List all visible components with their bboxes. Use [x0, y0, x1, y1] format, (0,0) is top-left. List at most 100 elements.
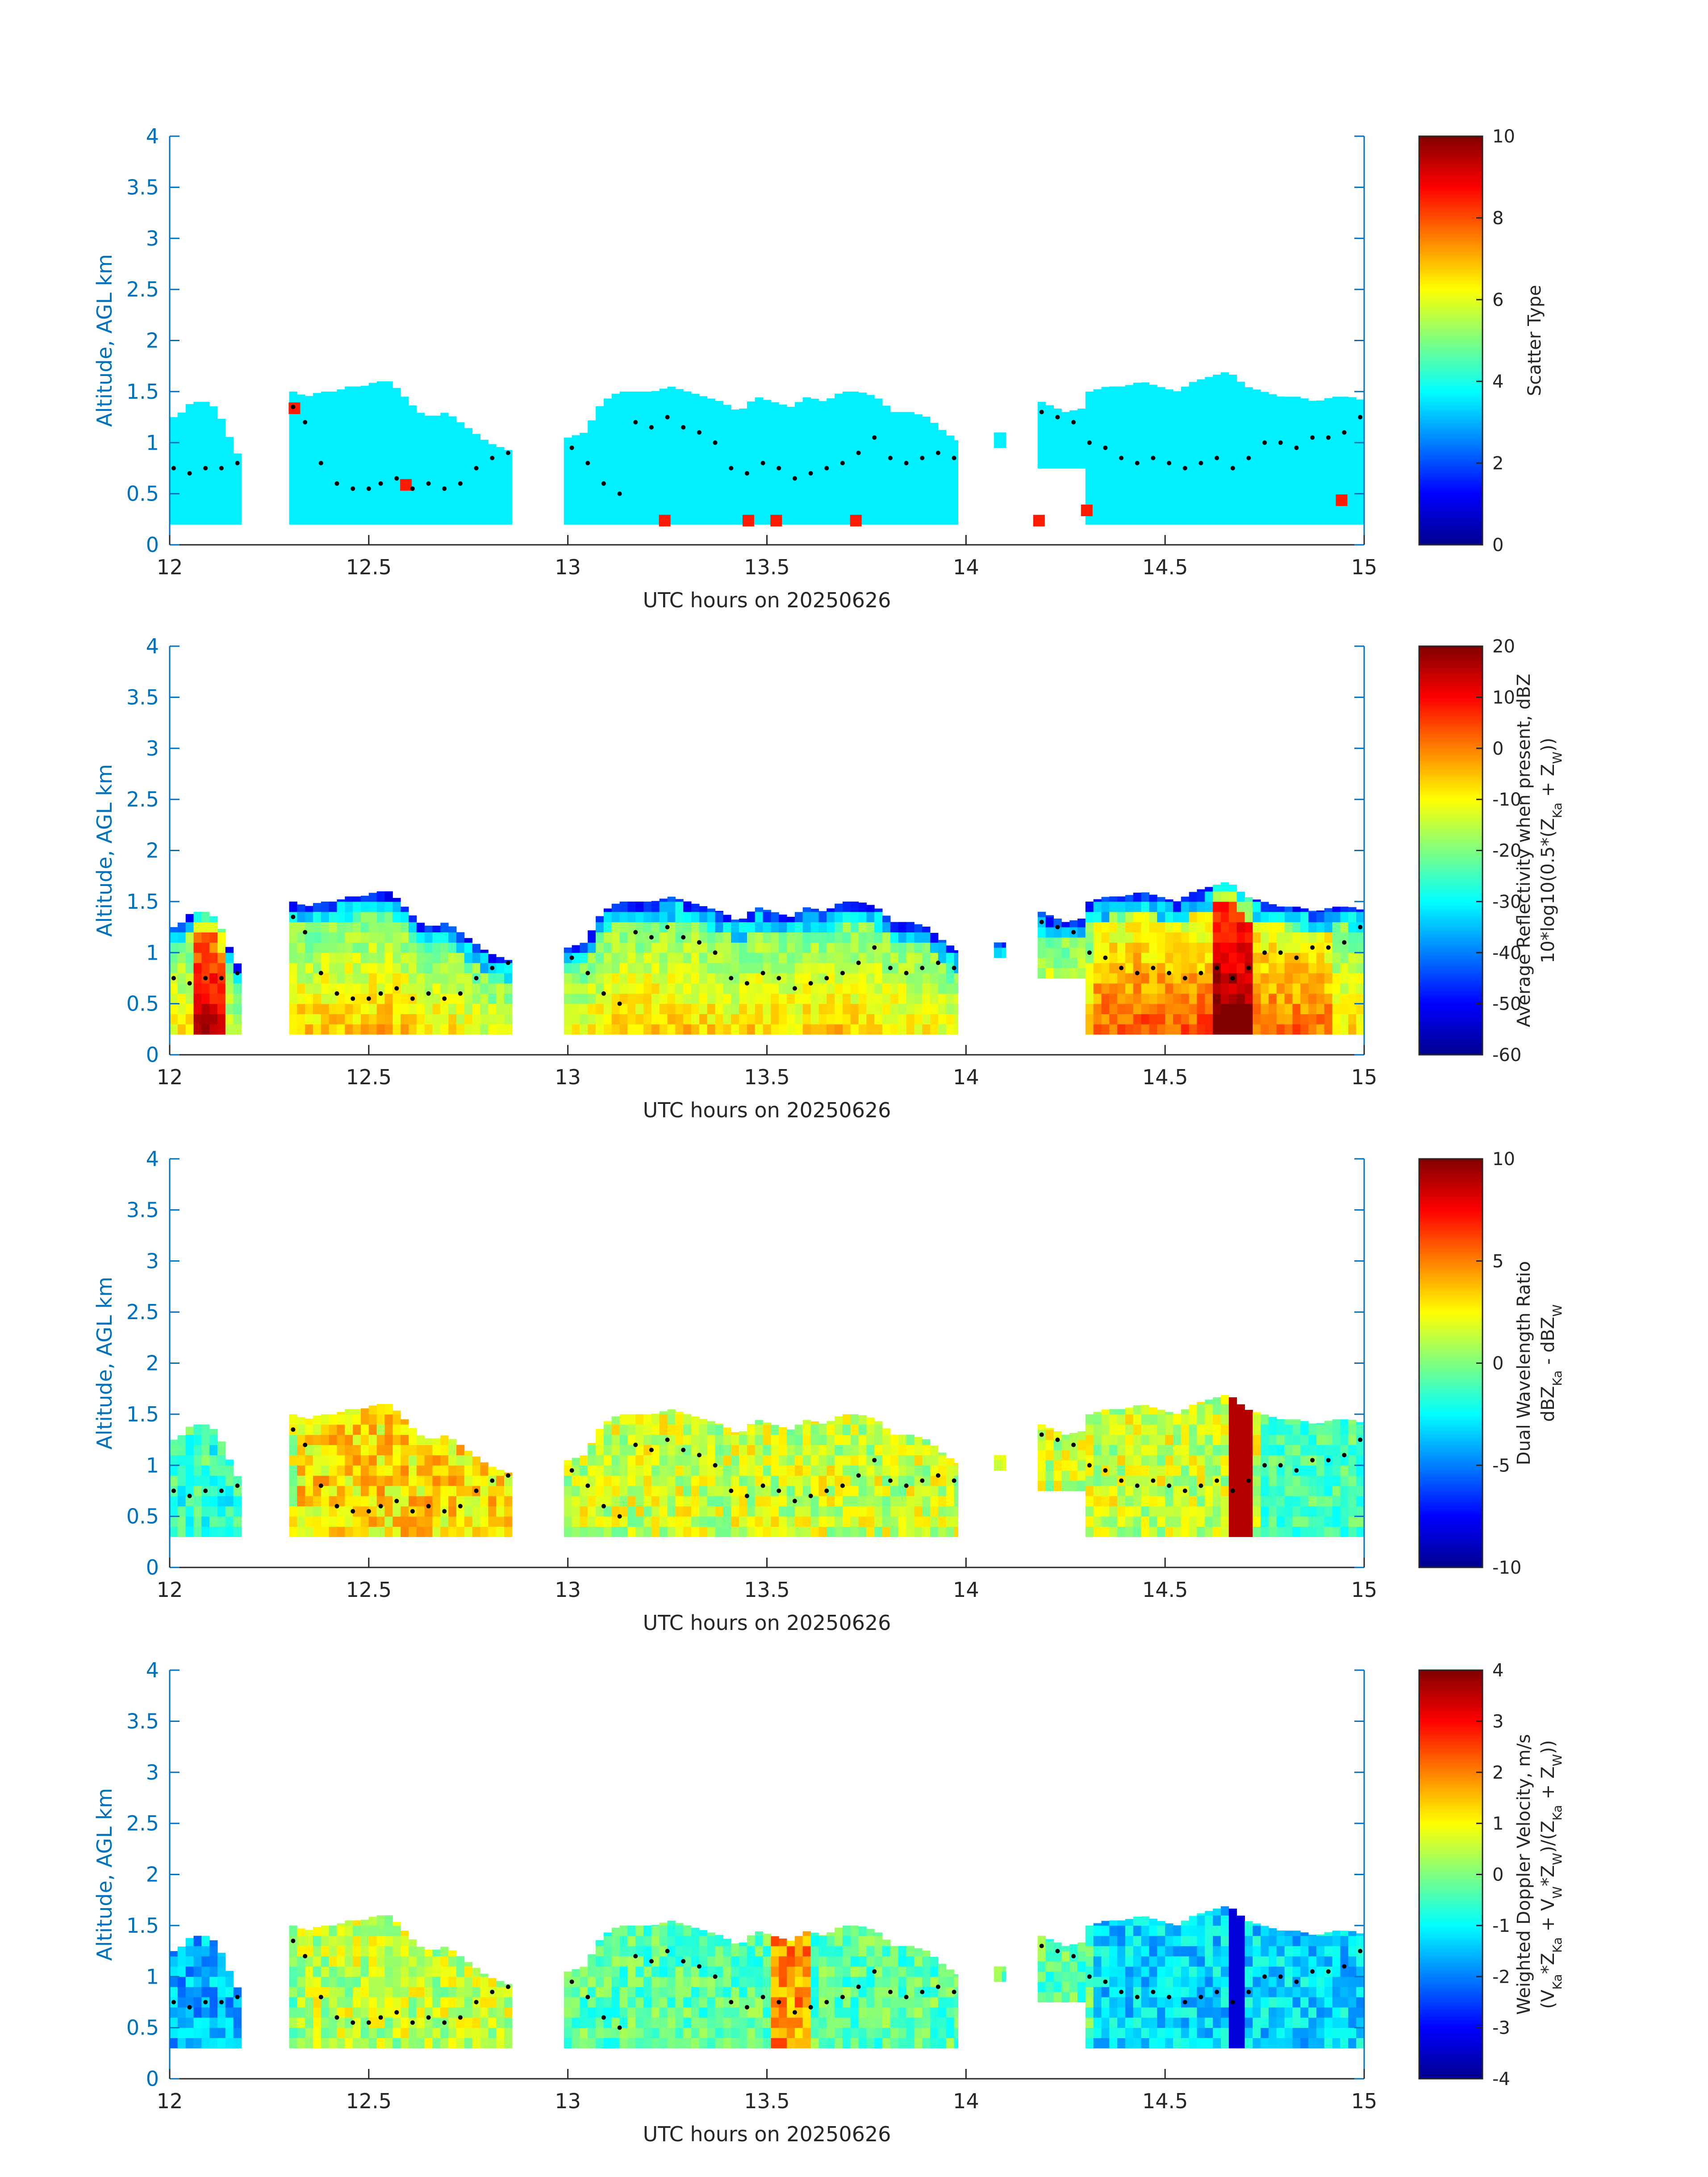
heatmap-cell [1157, 1486, 1165, 1496]
heatmap-cell [1340, 911, 1349, 923]
heatmap-cell [1117, 1516, 1126, 1527]
heatmap-cell [297, 1465, 305, 1476]
cloud-base-dot [744, 981, 749, 986]
heatmap-cell [1308, 1465, 1317, 1476]
heatmap-cell [691, 483, 700, 494]
heatmap-cell [683, 1414, 692, 1425]
x-tick-label: 12 [157, 1578, 183, 1602]
heatmap-cell [611, 432, 620, 443]
heatmap-cell [827, 1014, 835, 1024]
heatmap-cell [297, 504, 305, 514]
heatmap-cell [763, 453, 771, 464]
heatmap-cell [651, 493, 660, 504]
heatmap-cell [651, 514, 660, 525]
heatmap-cell [1324, 1506, 1333, 1517]
heatmap-cell [827, 942, 835, 953]
cloud-base-dot [952, 965, 956, 970]
heatmap-cell [416, 942, 425, 953]
heatmap-cell [588, 473, 596, 484]
heatmap-cell [603, 432, 612, 443]
heatmap-cell [170, 942, 178, 953]
heatmap-cell [596, 1429, 604, 1435]
heatmap-cell [384, 1414, 393, 1425]
heatmap-cell [580, 1014, 588, 1024]
heatmap-cell [1157, 483, 1165, 494]
heatmap-cell [611, 1486, 620, 1496]
heatmap-cell [747, 504, 756, 514]
heatmap-cell [755, 443, 763, 453]
heatmap-cell [588, 1516, 596, 1527]
heatmap-cell [882, 953, 891, 963]
heatmap-cell [675, 983, 684, 994]
heatmap-cell [922, 463, 931, 474]
heatmap-cell [635, 493, 644, 504]
heatmap-cell [691, 1486, 700, 1496]
heatmap-cell [771, 493, 779, 504]
heatmap-cell [488, 1024, 497, 1035]
heatmap-cell [464, 504, 473, 514]
heatmap-cell [209, 483, 218, 494]
cloud-base-dot [1103, 955, 1108, 960]
heatmap-cell [209, 1024, 218, 1035]
heatmap-cell [643, 1434, 652, 1445]
heatmap-cell [922, 1516, 931, 1527]
heatmap-cell [763, 1526, 771, 1537]
heatmap-cell [603, 922, 612, 932]
heatmap-cell [1149, 1424, 1157, 1435]
heatmap-cell [1189, 1414, 1197, 1425]
heatmap-cell [393, 1410, 401, 1415]
heatmap-cell [946, 514, 954, 525]
heatmap-cell [659, 963, 668, 974]
heatmap-cell [667, 443, 676, 453]
heatmap-cell [572, 983, 580, 994]
x-tick-label: 14.5 [1142, 1578, 1188, 1602]
heatmap-cell [763, 483, 771, 494]
heatmap-cell [1197, 1496, 1205, 1507]
heatmap-cell [1197, 514, 1205, 525]
heatmap-cell [1221, 483, 1229, 494]
heatmap-cell [715, 412, 723, 422]
heatmap-cell [337, 1475, 345, 1486]
heatmap-cell [938, 463, 947, 474]
heatmap-cell [1205, 401, 1213, 413]
heatmap-cell [651, 401, 660, 413]
heatmap-cell [313, 1024, 322, 1035]
heatmap-cell [368, 383, 377, 392]
heatmap-cell [667, 504, 676, 514]
heatmap-cell [1244, 1506, 1253, 1517]
heatmap-cell [1117, 493, 1126, 504]
heatmap-cell [747, 911, 756, 923]
heatmap-cell [1205, 911, 1213, 923]
heatmap-cell [1253, 1003, 1261, 1014]
heatmap-cell [603, 493, 612, 504]
heatmap-cell [810, 401, 819, 413]
heatmap-cell [1053, 1460, 1062, 1471]
heatmap-cell [723, 922, 731, 932]
heatmap-cell [488, 514, 497, 525]
heatmap-cell [866, 483, 875, 494]
heatmap-cell [779, 405, 787, 413]
heatmap-cell [209, 406, 218, 413]
heatmap-cell [747, 1475, 756, 1486]
heatmap-cell [596, 406, 604, 413]
heatmap-cell [170, 1951, 178, 1956]
cloud-base-dot [1087, 1463, 1092, 1468]
heatmap-cell [1109, 1409, 1118, 1415]
heatmap-cell [368, 922, 377, 932]
heatmap-cell [866, 1516, 875, 1527]
heatmap-cell [699, 932, 708, 943]
heatmap-cell [930, 463, 939, 474]
heatmap-cell [368, 432, 377, 443]
heatmap-cell [1189, 983, 1197, 994]
heatmap-cell [1061, 937, 1070, 948]
heatmap-cell [596, 942, 604, 953]
heatmap-cell [667, 1516, 676, 1527]
heatmap-cell [1213, 1024, 1221, 1035]
heatmap-cell [715, 922, 723, 932]
heatmap-cell [1133, 463, 1142, 474]
cloud-base-dot [394, 986, 399, 991]
heatmap-cell [1228, 375, 1237, 382]
heatmap-cell [683, 443, 692, 453]
